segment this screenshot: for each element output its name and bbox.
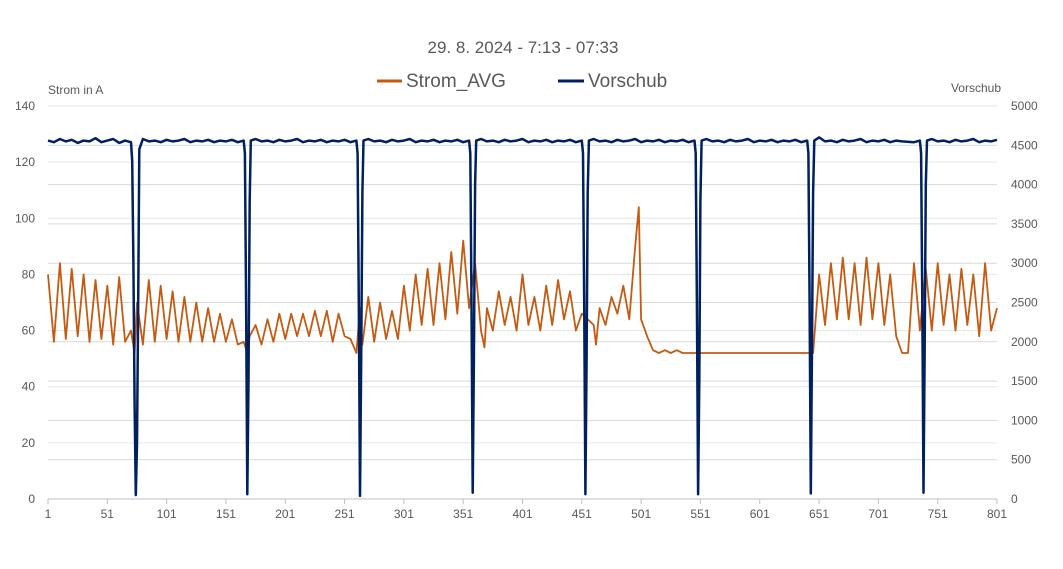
x-tick-label-2: 101 (157, 507, 177, 521)
x-tick-label-5: 251 (335, 507, 355, 521)
y-right-tick-label-7: 3500 (1011, 217, 1038, 231)
y-left-tick-label-4: 80 (22, 267, 36, 281)
y-right-tick-label-4: 2000 (1011, 335, 1038, 349)
x-tick-label-6: 301 (394, 507, 414, 521)
y-right-tick-label-9: 4500 (1011, 138, 1038, 152)
y-left-tick-label-5: 100 (15, 211, 35, 225)
y-left-tick-label-0: 0 (28, 492, 35, 506)
x-tick-label-9: 451 (572, 507, 592, 521)
x-tick-label-12: 601 (750, 507, 770, 521)
x-tick-label-0: 1 (45, 507, 52, 521)
axis-layer: 0 20 40 60 80 100 120 140 0 500 1000 1500 2000 2500 30… (15, 99, 1038, 521)
series-line-strom-avg (47, 206, 998, 354)
y-left-tick-label-3: 60 (22, 324, 36, 338)
y-left-tick-label-6: 120 (15, 155, 35, 169)
y-left-tick-label-7: 140 (15, 99, 35, 113)
x-tick-label-10: 501 (631, 507, 651, 521)
x-tick-label-1: 51 (101, 507, 115, 521)
y-left-axis-title: Strom in A (48, 83, 103, 97)
y-right-tick-label-6: 3000 (1011, 256, 1038, 270)
y-right-tick-label-0: 0 (1011, 492, 1018, 506)
legend-label-strom-avg: Strom_AVG (406, 71, 506, 92)
x-tick-label-8: 401 (512, 507, 532, 521)
legend-label-vorschub: Vorschub (588, 71, 667, 92)
x-tick-label-7: 351 (453, 507, 473, 521)
y-right-tick-label-1: 500 (1011, 453, 1031, 467)
x-tick-label-4: 201 (275, 507, 295, 521)
x-tick-label-13: 651 (809, 507, 829, 521)
x-tick-label-14: 701 (868, 507, 888, 521)
y-left-tick-label-2: 40 (22, 380, 36, 394)
x-tick-label-15: 751 (928, 507, 948, 521)
x-tick-label-11: 551 (690, 507, 710, 521)
y-right-tick-label-10: 5000 (1011, 99, 1038, 113)
chart-title: 29. 8. 2024 - 7:13 - 07:33 (428, 38, 619, 57)
y-right-tick-label-5: 2500 (1011, 296, 1038, 310)
series-layer (47, 136, 998, 498)
y-right-tick-label-2: 1000 (1011, 413, 1038, 427)
grid-layer (48, 105, 997, 500)
y-right-tick-label-8: 4000 (1011, 178, 1038, 192)
x-tick-label-3: 151 (216, 507, 236, 521)
y-right-axis-title: Vorschub (951, 81, 1001, 95)
series-line-vorschub (47, 136, 998, 498)
y-right-tick-label-3: 1500 (1011, 374, 1038, 388)
x-tick-label-16: 801 (987, 507, 1007, 521)
y-left-tick-label-1: 20 (22, 436, 36, 450)
